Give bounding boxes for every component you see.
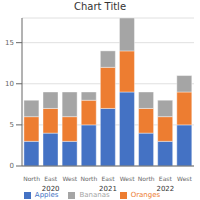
svg-text:0: 0 [10,162,14,170]
svg-text:East: East [102,175,116,182]
html-text:Oranges: Oranges [130,191,161,199]
html-text:Bananas: Bananas [79,191,110,199]
svg-text:East: East [44,175,58,182]
svg-text:15: 15 [8,39,14,47]
svg-text:North: North [80,175,97,182]
svg-text:North: North [23,175,40,182]
svg-text:West: West [120,175,135,182]
svg-text:2020: 2020 [42,185,60,193]
svg-text:East: East [159,175,173,182]
svg-text:North: North [138,175,155,182]
svg-text:10: 10 [8,80,14,88]
html-text:Apples: Apples [34,191,59,199]
svg-text:West: West [177,175,192,182]
svg-text:5: 5 [10,121,14,129]
html-text:Chart Title: Chart Title [74,1,126,12]
svg-text:West: West [62,175,77,182]
svg-text:2022: 2022 [156,185,174,193]
svg-text:2021: 2021 [99,185,117,193]
